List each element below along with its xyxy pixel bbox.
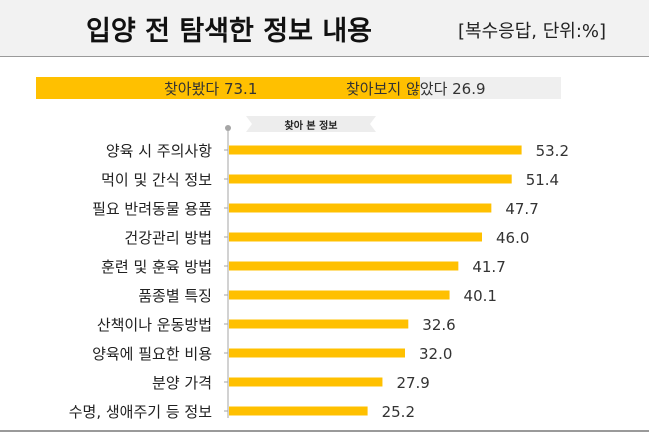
category-label: 먹이 및 간식 정보: [101, 171, 212, 189]
bottom-rule: [0, 430, 649, 432]
value-label: 32.0: [419, 345, 452, 363]
value-label: 53.2: [536, 142, 569, 160]
bar: [229, 406, 368, 416]
value-label: 46.0: [496, 229, 529, 247]
bar: [229, 377, 383, 387]
category-label: 수명, 생애주기 등 정보: [69, 403, 212, 421]
bar: [229, 290, 450, 300]
search-split-bar: 찾아봤다 73.1 찾아보지 않았다 26.9: [36, 77, 561, 99]
bar: [229, 174, 512, 184]
unit-note: [복수응답, 단위:%]: [458, 21, 607, 42]
split-bar-no-label: 찾아보지 않았다 26.9: [346, 80, 486, 98]
bar: [229, 232, 482, 242]
axis-dot-icon: [225, 125, 231, 131]
value-label: 32.6: [422, 316, 455, 334]
chart-title: 입양 전 탐색한 정보 내용: [86, 16, 372, 47]
split-bar-yes-segment: [36, 77, 420, 99]
value-label: 47.7: [505, 200, 538, 218]
category-label: 산책이나 운동방법: [97, 316, 212, 334]
chevron-banner-icon: [246, 116, 376, 132]
bar: [229, 348, 405, 358]
category-label: 양육 시 주의사항: [106, 142, 212, 160]
subheading: 찾아 본 정보: [246, 116, 382, 132]
category-label: 품종별 특징: [138, 287, 212, 305]
value-label: 51.4: [526, 171, 559, 189]
value-label: 25.2: [382, 403, 415, 421]
category-label: 양육에 필요한 비용: [92, 345, 212, 363]
category-label: 건강관리 방법: [124, 229, 212, 247]
value-label: 27.9: [396, 374, 429, 392]
bar: [229, 261, 459, 271]
header-band: 입양 전 탐색한 정보 내용 [복수응답, 단위:%]: [0, 0, 649, 57]
subheading-text: 찾아 본 정보: [284, 121, 338, 132]
bar: [229, 145, 522, 155]
split-bar-yes-label: 찾아봤다 73.1: [164, 80, 258, 98]
value-label: 41.7: [472, 258, 505, 276]
value-label: 40.1: [464, 287, 497, 305]
category-label: 필요 반려동물 용품: [92, 200, 212, 218]
bar: [229, 203, 492, 213]
split-bar-no-segment: [420, 77, 561, 99]
category-label: 훈련 및 훈육 방법: [101, 258, 212, 276]
category-label: 분양 가격: [152, 374, 212, 392]
bar: [229, 319, 409, 329]
